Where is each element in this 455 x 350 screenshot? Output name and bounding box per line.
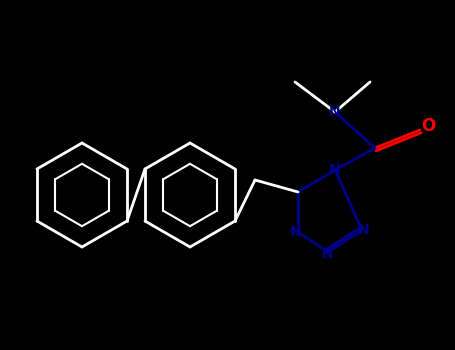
Text: N: N [329,163,341,177]
Text: N: N [290,225,302,239]
Text: N: N [322,247,334,261]
Text: N: N [329,105,341,119]
Text: O: O [421,117,435,135]
Text: N: N [358,223,370,237]
